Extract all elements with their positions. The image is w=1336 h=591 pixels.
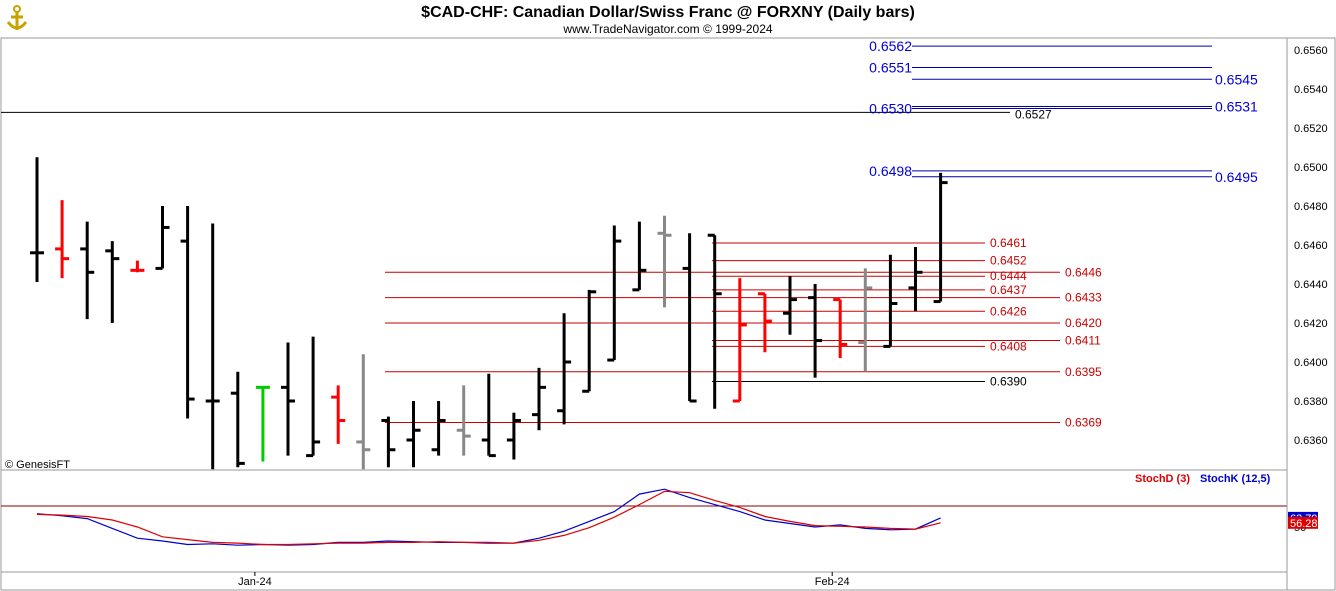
level-label-red: 0.6452 (990, 254, 1027, 268)
level-label-blue: 0.6545 (1215, 71, 1258, 87)
level-label-red: 0.6408 (990, 339, 1027, 353)
level-label-red: 0.6461 (990, 236, 1027, 250)
price-tick-label: 0.6540 (1294, 84, 1328, 96)
logo-anchor (6, 12, 28, 30)
stochastic-legend: StochD (3) StochK (12,5) (1135, 473, 1271, 485)
stochastic-series-line (36, 490, 941, 546)
logo-ring (13, 5, 21, 13)
level-label-red: 0.6444 (990, 269, 1027, 283)
price-tick-label: 0.6560 (1294, 45, 1328, 57)
time-axis-labels: Jan-24 Feb-24 (238, 572, 850, 588)
stochastic-lines (1, 488, 1287, 546)
watermark: © GenesisFT (5, 459, 70, 471)
stochastic-legend-item: StochD (3) (1135, 473, 1190, 485)
level-label-blue: 0.6562 (869, 38, 912, 54)
level-label-red: 0.6437 (990, 283, 1027, 297)
stochastic-panel (0, 469, 1288, 573)
chart-subtitle: www.TradeNavigator.com © 1999-2024 (562, 22, 772, 36)
level-label-blue: 0.6498 (869, 163, 912, 179)
price-tick-label: 0.6420 (1294, 318, 1328, 330)
level-label-blue: 0.6531 (1215, 99, 1258, 115)
price-tick-label: 0.6480 (1294, 201, 1328, 213)
level-label-black: 0.6527 (1015, 107, 1052, 121)
level-label-red: 0.6426 (990, 304, 1027, 318)
level-label-red-long: 0.6420 (1065, 316, 1102, 330)
level-label-black-low: 0.6390 (990, 375, 1027, 389)
time-tick-label: Jan-24 (238, 576, 272, 588)
price-tick-label: 0.6380 (1294, 396, 1328, 408)
time-axis (0, 571, 1288, 591)
level-label-blue: 0.6551 (869, 60, 912, 76)
stochastic-legend-item: StochK (12,5) (1200, 473, 1271, 485)
price-tick-label: 0.6440 (1294, 279, 1328, 291)
time-tick-label: Feb-24 (815, 576, 850, 588)
level-label-red-long: 0.6395 (1065, 365, 1102, 379)
stochastic-tick-labels: 5063.7956.28 (1288, 511, 1318, 534)
level-label-red-long: 0.6411 (1065, 334, 1101, 348)
level-label-blue: 0.6495 (1215, 169, 1258, 185)
level-lines: 0.6527 0.6562 0.6551 0.6545 0.6530 0.6531 0.64… (1, 38, 1258, 429)
price-panel (0, 37, 1288, 471)
level-label-red-long: 0.6433 (1065, 291, 1102, 305)
price-tick-label: 0.6360 (1294, 435, 1328, 447)
level-label-red-long: 0.6369 (1065, 415, 1102, 429)
stochastic-series-line (36, 488, 941, 546)
price-bars (30, 157, 948, 470)
price-tick-label: 0.6500 (1294, 162, 1328, 174)
stochastic-last-box (1288, 516, 1318, 529)
price-tick-labels: 0.6560 0.6540 0.6520 0.6500 0.6480 0.6460 0.64… (1294, 45, 1328, 447)
level-label-red-long: 0.6446 (1065, 265, 1102, 279)
right-axis-strip (1286, 37, 1336, 591)
price-tick-label: 0.6400 (1294, 357, 1328, 369)
level-label-blue: 0.6530 (869, 101, 912, 117)
chart-title: $CAD-CHF: Canadian Dollar/Swiss Franc @ … (421, 4, 915, 21)
price-tick-label: 0.6460 (1294, 240, 1328, 252)
logo-anchor-icon (6, 5, 28, 30)
price-tick-label: 0.6520 (1294, 123, 1328, 135)
stochastic-last-label: 56.28 (1290, 518, 1318, 530)
